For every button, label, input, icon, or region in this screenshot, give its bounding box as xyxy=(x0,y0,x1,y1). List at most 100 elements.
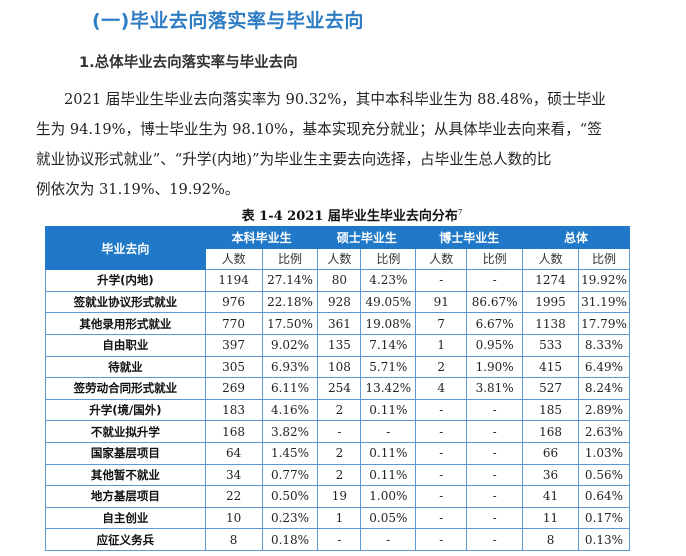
cell-ratio: 22.18% xyxy=(261,290,319,314)
row-label: 升学(内地) xyxy=(45,269,206,292)
cell-ratio: 0.95% xyxy=(466,333,524,357)
table-caption-text: 表 1-4 2021 届毕业生毕业去向分布 xyxy=(241,209,458,224)
header-group-total: 总体 xyxy=(522,226,630,249)
cell-ratio: - xyxy=(360,420,417,443)
table-row: 签劳动合同形式就业 269 6.11% 254 13.42% 4 3.81% 527 8.24% xyxy=(45,377,631,400)
subheader-count: 人数 xyxy=(522,247,579,271)
subheader-count: 人数 xyxy=(317,247,362,271)
cell-ratio: 4.16% xyxy=(261,398,319,422)
cell-ratio: 0.05% xyxy=(360,506,417,530)
cell-ratio: 8.24% xyxy=(577,377,631,400)
cell-count: 7 xyxy=(415,312,468,335)
cell-ratio: 0.11% xyxy=(360,398,417,422)
cell-count: 1138 xyxy=(522,312,579,335)
cell-count: - xyxy=(415,463,468,487)
cell-count: 10 xyxy=(204,506,263,530)
cell-count: - xyxy=(415,398,468,422)
cell-count: 269 xyxy=(204,377,263,400)
row-label: 自由职业 xyxy=(45,333,206,357)
cell-count: 8 xyxy=(522,528,579,551)
cell-count: 41 xyxy=(522,485,579,508)
header-destination: 毕业去向 xyxy=(45,225,206,271)
table-row: 升学(内地) 1194 27.14% 80 4.23% - -1274 19.92% xyxy=(45,269,631,292)
cell-count: 2 xyxy=(317,463,362,487)
cell-ratio: - xyxy=(466,420,524,443)
cell-ratio: 19.92% xyxy=(577,269,631,292)
subsection-heading: 1.总体毕业去向落实率与毕业去向 xyxy=(79,55,298,71)
cell-count: 254 xyxy=(317,377,362,400)
header-group-master: 硕士毕业生 xyxy=(317,226,417,249)
cell-ratio: 19.08% xyxy=(360,312,417,335)
cell-ratio: - xyxy=(466,463,524,487)
subheader-count: 人数 xyxy=(204,247,263,271)
cell-count: 305 xyxy=(204,355,263,379)
row-label: 签就业协议形式就业 xyxy=(45,290,206,314)
cell-count: 1194 xyxy=(204,269,263,292)
cell-count: - xyxy=(415,269,468,292)
table-row: 地方基层项目 22 0.50% 19 1.00% - -41 0.64% xyxy=(45,485,631,508)
cell-ratio: 1.90% xyxy=(466,355,524,379)
table-row: 其他录用形式就业 770 17.50% 361 19.08% 7 6.67% 1138 17.7… xyxy=(45,312,631,335)
cell-count: 34 xyxy=(204,463,263,487)
cell-ratio: 86.67% xyxy=(466,290,524,314)
table-row: 应征义务兵 8 0.18% - - - -8 0.13% xyxy=(45,528,631,551)
cell-count: 183 xyxy=(204,398,263,422)
row-label: 待就业 xyxy=(45,355,206,379)
cell-ratio: 0.23% xyxy=(261,506,319,530)
table-row: 自由职业 397 9.02% 135 7.14% 1 0.95% 533 8.33% xyxy=(45,333,631,357)
cell-ratio: 5.71% xyxy=(360,355,417,379)
cell-count: - xyxy=(415,528,468,551)
row-label: 应征义务兵 xyxy=(45,528,206,551)
cell-count: 770 xyxy=(204,312,263,335)
paragraph-line: 生为 94.19%，博士毕业生为 98.10%，基本实现充分就业；从具体毕业去向… xyxy=(36,121,602,138)
cell-ratio: 0.18% xyxy=(261,528,319,551)
cell-count: 976 xyxy=(204,290,263,314)
cell-ratio: 0.50% xyxy=(261,485,319,508)
cell-ratio: 0.17% xyxy=(577,506,631,530)
cell-ratio: 17.79% xyxy=(577,312,631,335)
header-group-undergrad: 本科毕业生 xyxy=(204,226,319,249)
cell-ratio: 6.93% xyxy=(261,355,319,379)
cell-count: 415 xyxy=(522,355,579,379)
destination-table: 毕业去向 本科毕业生 硕士毕业生 博士毕业生 总体 人数 比例 人数 比例 人数… xyxy=(45,225,631,551)
row-label: 国家基层项目 xyxy=(45,441,206,465)
subheader-ratio: 比例 xyxy=(261,247,319,271)
cell-count: - xyxy=(415,420,468,443)
subheader-ratio: 比例 xyxy=(360,247,417,271)
cell-count: 2 xyxy=(415,355,468,379)
cell-count: 4 xyxy=(415,377,468,400)
cell-count: 1 xyxy=(415,333,468,357)
cell-ratio: 9.02% xyxy=(261,333,319,357)
section-heading: (一)毕业去向落实率与毕业去向 xyxy=(92,10,364,32)
cell-count: 361 xyxy=(317,312,362,335)
cell-count: - xyxy=(317,420,362,443)
cell-ratio: 0.64% xyxy=(577,485,631,508)
cell-ratio: 2.63% xyxy=(577,420,631,443)
row-label: 升学(境/国外) xyxy=(45,398,206,422)
cell-ratio: 1.00% xyxy=(360,485,417,508)
cell-ratio: 17.50% xyxy=(261,312,319,335)
cell-ratio: 8.33% xyxy=(577,333,631,357)
cell-ratio: 0.11% xyxy=(360,441,417,465)
cell-ratio: 0.13% xyxy=(577,528,631,551)
cell-ratio: 27.14% xyxy=(261,269,319,292)
cell-count: 1995 xyxy=(522,290,579,314)
cell-ratio: 6.11% xyxy=(261,377,319,400)
cell-ratio: 7.14% xyxy=(360,333,417,357)
table-row: 自主创业 10 0.23% 1 0.05% - -11 0.17% xyxy=(45,506,631,530)
cell-count: 64 xyxy=(204,441,263,465)
cell-ratio: 4.23% xyxy=(360,269,417,292)
table-row: 签就业协议形式就业 976 22.18% 928 49.05% 91 86.67% 1995 3… xyxy=(45,290,631,314)
cell-ratio: 3.81% xyxy=(466,377,524,400)
cell-ratio: 1.03% xyxy=(577,441,631,465)
cell-ratio: 3.82% xyxy=(261,420,319,443)
cell-count: 168 xyxy=(522,420,579,443)
cell-ratio: 1.45% xyxy=(261,441,319,465)
cell-ratio: 0.56% xyxy=(577,463,631,487)
cell-count: - xyxy=(415,485,468,508)
subheader-ratio: 比例 xyxy=(466,247,524,271)
cell-ratio: - xyxy=(466,506,524,530)
cell-count: 1 xyxy=(317,506,362,530)
cell-ratio: - xyxy=(466,269,524,292)
cell-count: - xyxy=(317,528,362,551)
